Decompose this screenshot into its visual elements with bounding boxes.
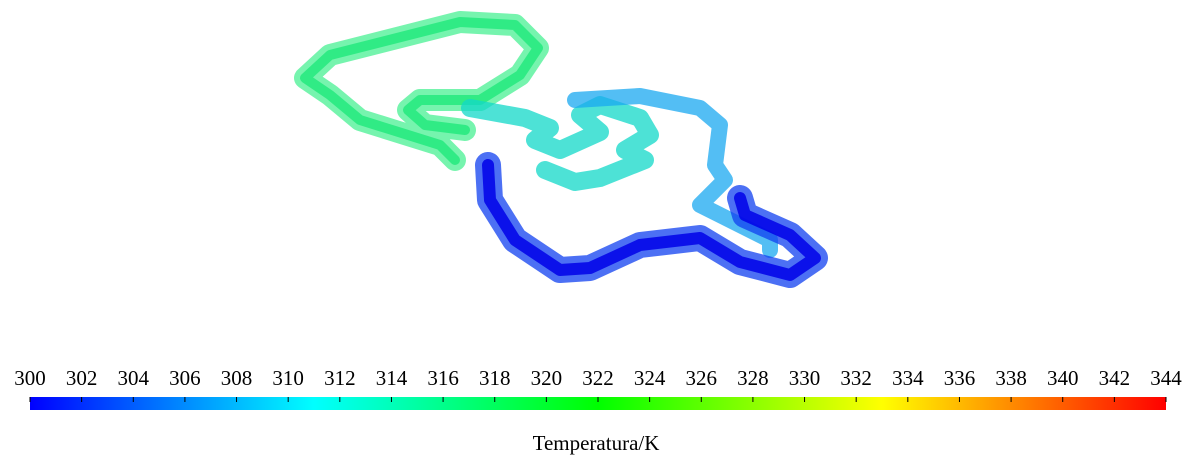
tick-label: 338 — [995, 366, 1027, 390]
tick-label: 334 — [892, 366, 924, 390]
tick-label: 328 — [737, 366, 769, 390]
tick-label: 320 — [531, 366, 563, 390]
colorbar-label: Temperatura/K — [533, 431, 660, 455]
tick-label: 316 — [427, 366, 459, 390]
tick-label: 306 — [169, 366, 201, 390]
tick-label: 340 — [1047, 366, 1079, 390]
tick-label: 310 — [272, 366, 304, 390]
tick-label: 318 — [479, 366, 511, 390]
tick-label: 322 — [582, 366, 614, 390]
tick-label: 302 — [66, 366, 98, 390]
tick-label: 324 — [634, 366, 666, 390]
figure: Temperatura/K 300 302 304 306 308 310 312 314 31… — [0, 0, 1192, 463]
tick-label: 308 — [221, 366, 253, 390]
tick-label: 342 — [1099, 366, 1131, 390]
tick-label: 332 — [840, 366, 872, 390]
tick-label: 330 — [789, 366, 821, 390]
tick-label: 326 — [686, 366, 718, 390]
streamlines — [305, 22, 815, 275]
tick-label: 344 — [1150, 366, 1182, 390]
tick-label: 336 — [944, 366, 976, 390]
tick-label: 304 — [118, 366, 150, 390]
tick-label: 300 — [14, 366, 46, 390]
tick-label: 312 — [324, 366, 356, 390]
tick-label: 314 — [376, 366, 408, 390]
